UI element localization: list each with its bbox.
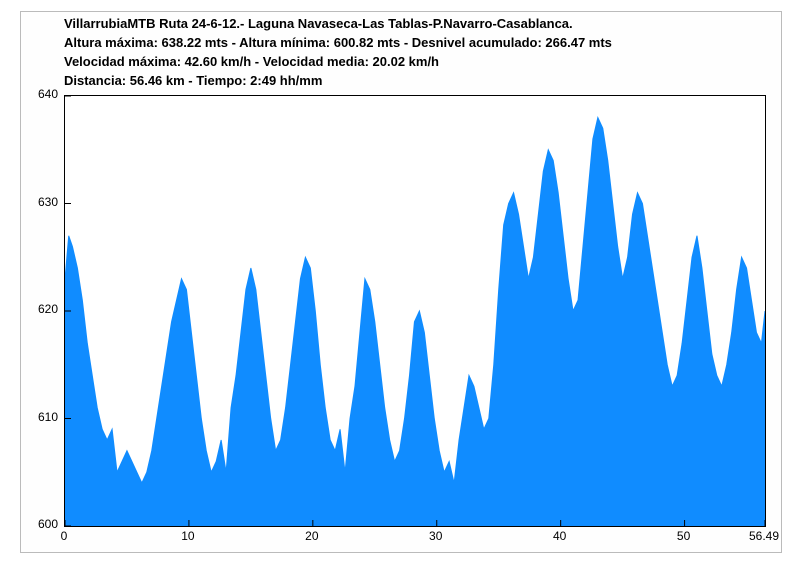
ytick-1: 610	[0, 410, 58, 424]
ytick-2: 620	[0, 302, 58, 316]
xtick-1: 10	[163, 529, 213, 543]
title-line-4: Distancia: 56.46 km - Tiempo: 2:49 hh/mm	[64, 73, 322, 88]
xtick-5: 50	[659, 529, 709, 543]
xtick-3: 30	[411, 529, 461, 543]
xtick-4: 40	[535, 529, 585, 543]
ytick-3: 630	[0, 195, 58, 209]
xtick-0: 0	[39, 529, 89, 543]
xtick-6: 56.49	[739, 529, 789, 543]
ytick-4: 640	[0, 87, 58, 101]
title-line-1: VillarrubiaMTB Ruta 24-6-12.- Laguna Nav…	[64, 16, 573, 31]
elevation-chart-plot	[64, 95, 766, 527]
xtick-2: 20	[287, 529, 337, 543]
title-line-2: Altura máxima: 638.22 mts - Altura mínim…	[64, 35, 612, 50]
title-line-3: Velocidad máxima: 42.60 km/h - Velocidad…	[64, 54, 439, 69]
elevation-area-fill	[65, 96, 765, 526]
